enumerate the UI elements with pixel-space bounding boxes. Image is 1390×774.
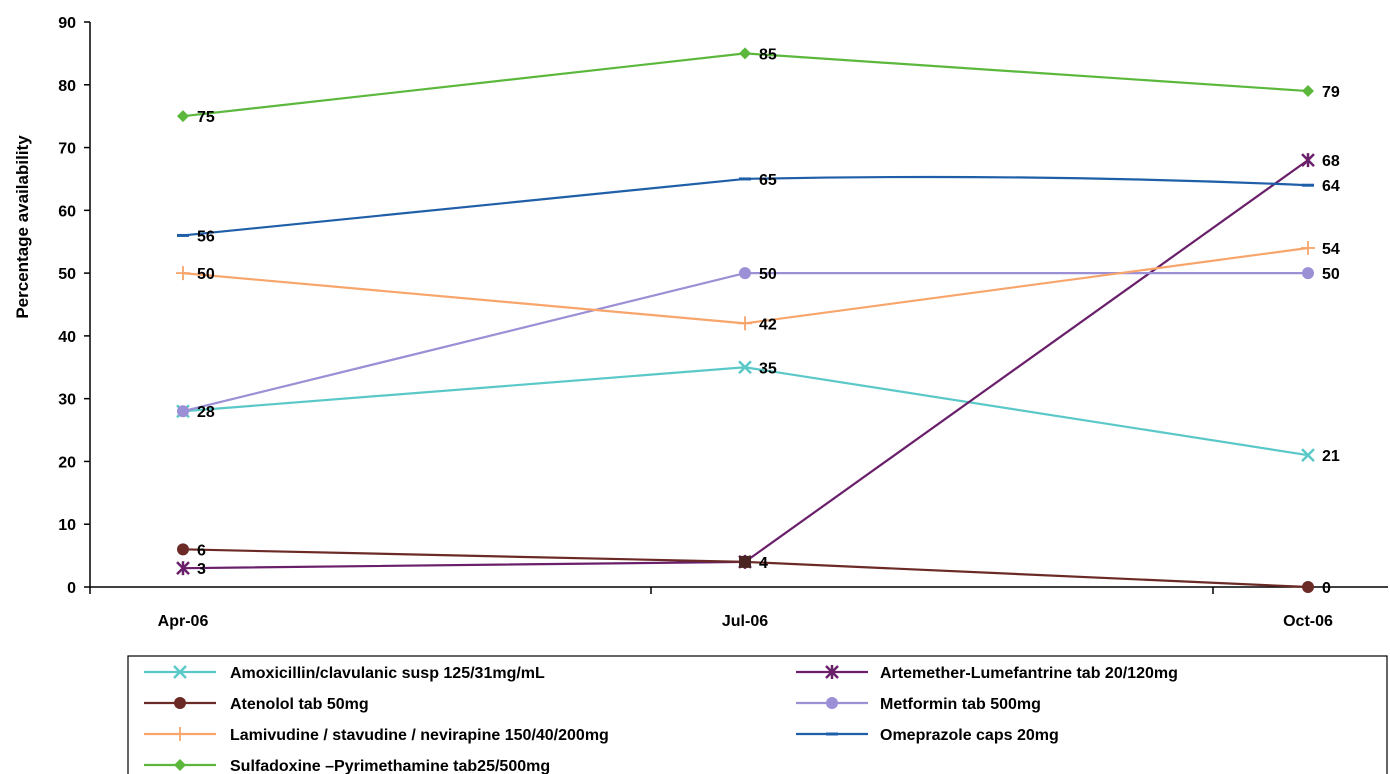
series-4-point-2 bbox=[1301, 241, 1315, 255]
y-tick-label: 60 bbox=[58, 203, 76, 220]
data-label: 68 bbox=[1322, 153, 1340, 170]
data-label: 21 bbox=[1322, 448, 1340, 465]
data-label: 42 bbox=[759, 316, 777, 333]
data-label: 79 bbox=[1322, 84, 1340, 101]
x-tick-label: Jul-06 bbox=[722, 613, 768, 630]
marker-dot bbox=[1302, 581, 1314, 593]
data-label: 28 bbox=[197, 404, 215, 421]
marker-stroke bbox=[738, 360, 752, 375]
series-markers bbox=[176, 47, 1315, 593]
series-3-point-1 bbox=[739, 267, 751, 280]
data-label: 85 bbox=[759, 46, 777, 63]
x-ticks: Apr-06 Jul-06 Oct-06 bbox=[89, 587, 1333, 630]
axes bbox=[89, 22, 1388, 588]
legend-label: Metformin tab 500mg bbox=[880, 696, 1041, 713]
legend-item: Metformin tab 500mg bbox=[796, 696, 1041, 713]
x-tick-label: Apr-06 bbox=[158, 613, 209, 630]
x-tick-label: Oct-06 bbox=[1283, 613, 1333, 630]
legend-label: Sulfadoxine –Pyrimethamine tab25/500mg bbox=[230, 758, 550, 774]
marker-dot bbox=[1302, 267, 1314, 280]
series-6-point-2 bbox=[1302, 85, 1314, 98]
legend-box bbox=[127, 655, 1388, 774]
legend-item: Lamivudine / stavudine / nevirapine 150/… bbox=[144, 727, 609, 744]
series-3-point-0 bbox=[177, 405, 189, 418]
data-label: 75 bbox=[197, 109, 215, 126]
y-axis-label: Percentage availability bbox=[13, 135, 32, 319]
legend-label: Artemether-Lumefantrine tab 20/120mg bbox=[880, 665, 1178, 682]
legend-label: Amoxicillin/clavulanic susp 125/31mg/mL bbox=[230, 665, 545, 682]
marker-dot bbox=[826, 697, 838, 709]
data-label: 3 bbox=[197, 561, 206, 578]
y-tick-label: 30 bbox=[58, 392, 76, 409]
marker-dot bbox=[739, 267, 751, 280]
data-label: 0 bbox=[1322, 580, 1331, 597]
data-label: 65 bbox=[759, 172, 777, 189]
series-line-4 bbox=[182, 246, 1309, 325]
series-3-point-2 bbox=[1302, 267, 1314, 280]
series-line-6 bbox=[182, 52, 1309, 118]
y-tick-label: 20 bbox=[58, 454, 76, 471]
series-1-point-0 bbox=[176, 561, 190, 576]
legend-swatch-marker bbox=[825, 665, 839, 679]
y-tick-label: 10 bbox=[58, 517, 76, 534]
y-ticks: 0 10 20 30 40 50 60 70 80 90 bbox=[58, 15, 90, 597]
data-label: 56 bbox=[197, 228, 215, 245]
series-0-point-2 bbox=[1301, 448, 1315, 463]
marker-dot bbox=[177, 543, 189, 556]
y-tick-label: 40 bbox=[58, 329, 76, 346]
y-tick-label: 0 bbox=[67, 580, 76, 597]
series-line-1 bbox=[182, 159, 1309, 570]
series-2-point-2 bbox=[1302, 581, 1314, 593]
y-tick-label: 90 bbox=[58, 15, 76, 32]
marker-diamond bbox=[177, 110, 189, 123]
marker-stroke bbox=[1301, 448, 1315, 463]
data-label: 50 bbox=[197, 266, 215, 283]
marker-diamond bbox=[739, 47, 751, 60]
data-label: 35 bbox=[759, 360, 777, 377]
series-line-0 bbox=[182, 366, 1309, 457]
legend-item: Omeprazole caps 20mg bbox=[796, 727, 1059, 744]
legend-item: Amoxicillin/clavulanic susp 125/31mg/mL bbox=[144, 665, 545, 682]
y-tick-label: 50 bbox=[58, 266, 76, 283]
data-label: 4 bbox=[759, 555, 768, 572]
data-label: 50 bbox=[759, 266, 777, 283]
legend-swatch-marker bbox=[174, 759, 186, 771]
y-tick-label: 80 bbox=[58, 78, 76, 95]
data-label: 64 bbox=[1322, 178, 1340, 195]
legend-item: Artemether-Lumefantrine tab 20/120mg bbox=[796, 665, 1178, 682]
series-4-point-0 bbox=[176, 266, 190, 281]
series-6-point-0 bbox=[177, 110, 189, 123]
data-label: 50 bbox=[1322, 266, 1340, 283]
legend-swatch-marker bbox=[173, 665, 187, 679]
data-label: 54 bbox=[1322, 241, 1340, 258]
legend-label: Omeprazole caps 20mg bbox=[880, 727, 1059, 744]
marker-dot bbox=[174, 697, 186, 709]
legend: Amoxicillin/clavulanic susp 125/31mg/mL A… bbox=[127, 655, 1388, 774]
series-line-3 bbox=[182, 272, 1308, 413]
legend-label: Atenolol tab 50mg bbox=[230, 696, 369, 713]
data-label: 6 bbox=[197, 542, 206, 559]
series-line-5 bbox=[182, 175, 1309, 237]
marker-stroke bbox=[173, 665, 187, 679]
legend-swatch-marker bbox=[173, 727, 187, 741]
y-tick-label: 70 bbox=[58, 141, 76, 158]
series-1-point-2 bbox=[1301, 153, 1315, 168]
legend-item: Sulfadoxine –Pyrimethamine tab25/500mg bbox=[144, 758, 550, 774]
series-2-point-0 bbox=[177, 543, 189, 556]
legend-label: Lamivudine / stavudine / nevirapine 150/… bbox=[230, 727, 609, 744]
marker-diamond bbox=[174, 759, 186, 771]
legend-swatch-marker bbox=[826, 697, 838, 709]
series-4-point-1 bbox=[738, 316, 752, 331]
series-6-point-1 bbox=[739, 47, 751, 60]
legend-swatch-marker bbox=[174, 697, 186, 709]
legend-item: Atenolol tab 50mg bbox=[144, 696, 369, 713]
series-0-point-1 bbox=[738, 360, 752, 375]
marker-diamond bbox=[1302, 85, 1314, 98]
marker-dot bbox=[177, 405, 189, 418]
overlap-point-marker bbox=[739, 555, 751, 568]
